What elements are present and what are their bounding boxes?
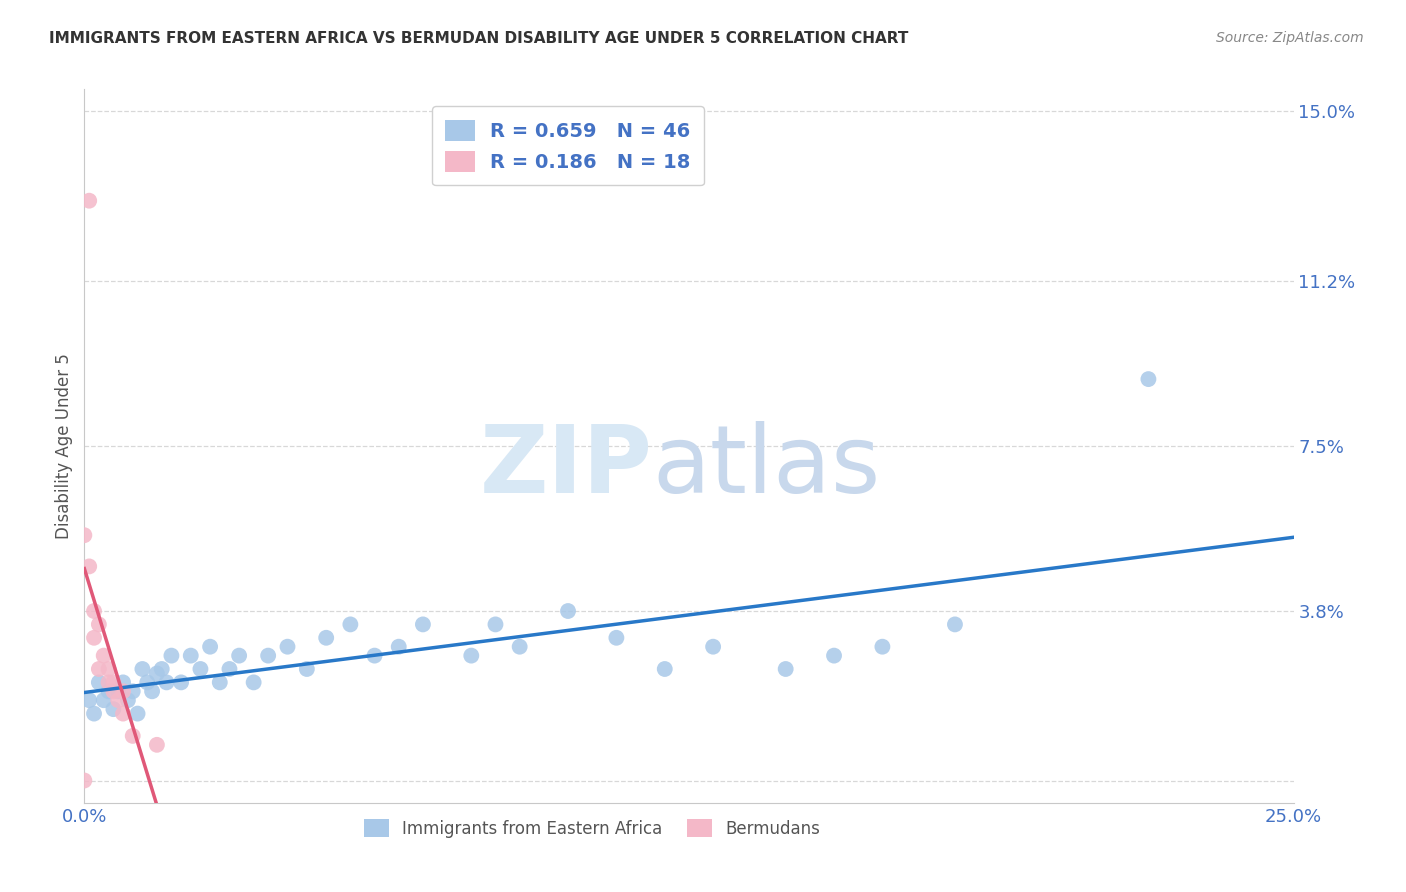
- Point: [208, 675, 231, 690]
- Point: [93, 648, 115, 663]
- Point: [103, 702, 125, 716]
- Point: [73, 773, 96, 788]
- Point: [77, 693, 100, 707]
- Point: [121, 729, 143, 743]
- Legend: Immigrants from Eastern Africa, Bermudans: Immigrants from Eastern Africa, Bermudan…: [357, 813, 827, 845]
- Point: [155, 675, 177, 690]
- Point: [1137, 372, 1160, 386]
- Point: [257, 648, 280, 663]
- Text: ZIP: ZIP: [479, 421, 652, 514]
- Point: [339, 617, 361, 632]
- Point: [160, 648, 183, 663]
- Point: [702, 640, 724, 654]
- Point: [121, 684, 143, 698]
- Point: [73, 528, 96, 542]
- Point: [131, 662, 153, 676]
- Point: [97, 675, 120, 690]
- Point: [295, 662, 318, 676]
- Point: [103, 675, 125, 690]
- Point: [103, 684, 125, 698]
- Point: [276, 640, 298, 654]
- Point: [87, 617, 110, 632]
- Point: [141, 684, 163, 698]
- Point: [315, 631, 337, 645]
- Point: [127, 706, 149, 721]
- Point: [190, 662, 212, 676]
- Point: [509, 640, 531, 654]
- Y-axis label: Disability Age Under 5: Disability Age Under 5: [55, 353, 73, 539]
- Point: [112, 706, 135, 721]
- Point: [87, 675, 110, 690]
- Point: [557, 604, 579, 618]
- Point: [83, 604, 105, 618]
- Point: [83, 631, 105, 645]
- Point: [170, 675, 193, 690]
- Point: [77, 194, 100, 208]
- Point: [87, 662, 110, 676]
- Point: [484, 617, 506, 632]
- Point: [112, 684, 135, 698]
- Point: [775, 662, 797, 676]
- Point: [117, 693, 139, 707]
- Point: [97, 662, 120, 676]
- Point: [180, 648, 202, 663]
- Point: [605, 631, 627, 645]
- Point: [97, 684, 120, 698]
- Point: [242, 675, 264, 690]
- Point: [146, 666, 169, 681]
- Point: [77, 559, 100, 574]
- Text: atlas: atlas: [652, 421, 882, 514]
- Text: Source: ZipAtlas.com: Source: ZipAtlas.com: [1216, 31, 1364, 45]
- Point: [107, 693, 129, 707]
- Text: IMMIGRANTS FROM EASTERN AFRICA VS BERMUDAN DISABILITY AGE UNDER 5 CORRELATION CH: IMMIGRANTS FROM EASTERN AFRICA VS BERMUD…: [49, 31, 908, 46]
- Point: [943, 617, 966, 632]
- Point: [83, 706, 105, 721]
- Point: [146, 738, 169, 752]
- Point: [107, 684, 129, 698]
- Point: [412, 617, 434, 632]
- Point: [93, 693, 115, 707]
- Point: [198, 640, 221, 654]
- Point: [654, 662, 676, 676]
- Point: [823, 648, 845, 663]
- Point: [228, 648, 250, 663]
- Point: [112, 675, 135, 690]
- Point: [136, 675, 159, 690]
- Point: [388, 640, 411, 654]
- Point: [363, 648, 385, 663]
- Point: [460, 648, 482, 663]
- Point: [150, 662, 173, 676]
- Point: [872, 640, 894, 654]
- Point: [218, 662, 240, 676]
